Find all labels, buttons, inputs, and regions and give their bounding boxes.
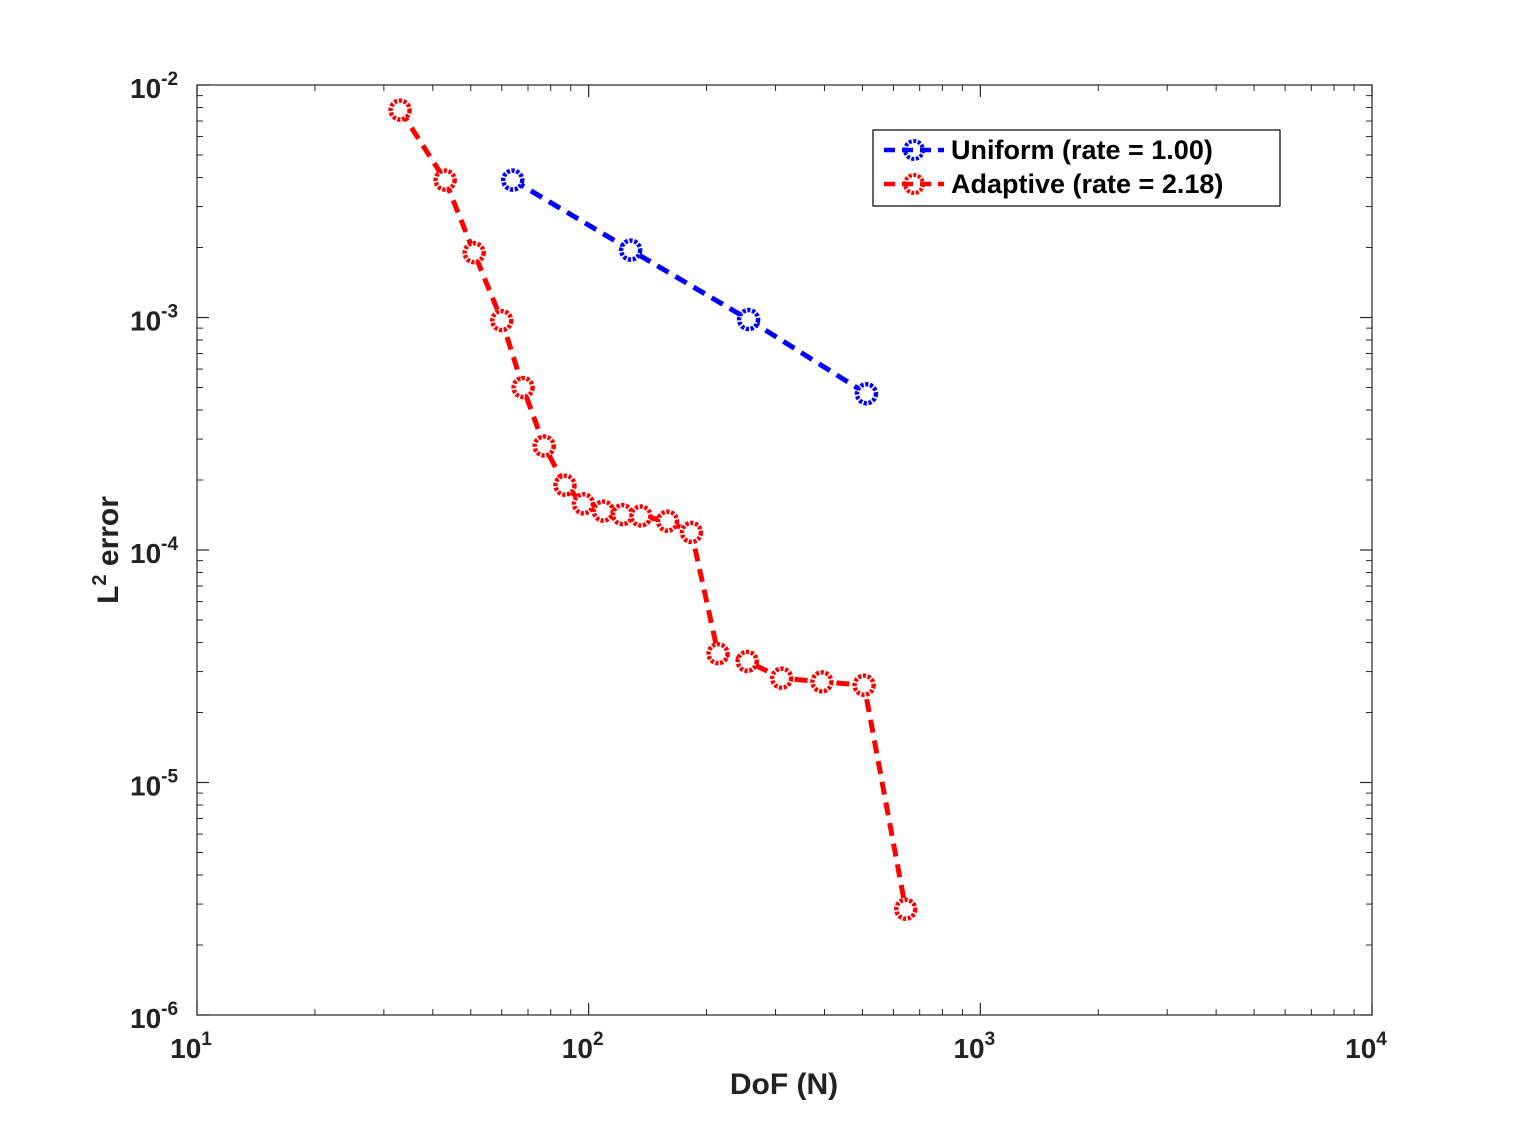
- plot-area: [196, 84, 1373, 1016]
- data-point-adaptive: [769, 666, 794, 690]
- data-point-adaptive: [629, 504, 653, 528]
- data-point-adaptive: [893, 897, 918, 921]
- data-point-adaptive: [852, 673, 876, 697]
- data-point-adaptive: [388, 98, 412, 122]
- legend-box: [872, 129, 1281, 207]
- series-line-uniform: [511, 177, 868, 396]
- x-tick-label: 101: [170, 1029, 212, 1064]
- y-tick-label: 10-3: [130, 302, 178, 337]
- data-point-adaptive: [571, 492, 596, 516]
- y-tick-label: 10-5: [130, 767, 178, 802]
- y-axis-label-base: L: [92, 586, 125, 604]
- data-point-uniform: [854, 381, 879, 406]
- data-point-uniform: [736, 307, 761, 332]
- series-layer: [388, 98, 918, 921]
- minor-ticks: [197, 85, 1372, 1015]
- data-point-adaptive: [462, 240, 486, 265]
- legend-label-adaptive: Adaptive (rate = 2.18): [951, 169, 1223, 199]
- x-tick-label: 104: [1345, 1029, 1387, 1064]
- data-point-adaptive: [610, 502, 635, 527]
- data-point-adaptive: [655, 509, 680, 533]
- data-point-adaptive: [532, 434, 556, 458]
- data-point-adaptive: [433, 168, 457, 192]
- x-tick-labels: 101 102 103 104: [170, 1029, 1387, 1064]
- data-point-adaptive: [490, 308, 514, 333]
- data-point-adaptive: [706, 641, 730, 666]
- legend-entry-adaptive: Adaptive (rate = 2.18): [884, 169, 1223, 199]
- x-axis-label: DoF (N): [730, 1068, 838, 1101]
- major-ticks: [196, 84, 1373, 1016]
- y-axis-label-rest: error: [92, 496, 125, 575]
- y-axis-label: L2 error: [89, 496, 125, 604]
- legend: Uniform (rate = 1.00) Adaptive (rate = 2…: [872, 129, 1281, 207]
- y-axis-label-sup: 2: [89, 574, 111, 585]
- data-point-adaptive: [591, 499, 616, 523]
- legend-marker-uniform: [903, 139, 925, 161]
- y-tick-label: 10-6: [130, 999, 178, 1034]
- data-point-adaptive: [735, 649, 759, 674]
- legend-label-uniform: Uniform (rate = 1.00): [951, 135, 1213, 165]
- y-tick-labels: 10-6 10-5 10-4 10-3 10-2: [130, 69, 178, 1034]
- x-tick-label: 103: [953, 1029, 995, 1064]
- data-point-adaptive: [810, 670, 834, 694]
- legend-entry-uniform: Uniform (rate = 1.00): [884, 135, 1213, 165]
- legend-marker-adaptive: [903, 173, 925, 195]
- data-point-adaptive: [511, 375, 535, 400]
- data-point-adaptive: [553, 473, 577, 497]
- data-point-adaptive: [679, 520, 704, 545]
- data-point-uniform: [501, 168, 525, 192]
- data-point-uniform: [618, 238, 643, 262]
- y-tick-label: 10-2: [130, 69, 178, 104]
- x-tick-label: 102: [562, 1029, 604, 1064]
- y-tick-label: 10-4: [130, 534, 178, 569]
